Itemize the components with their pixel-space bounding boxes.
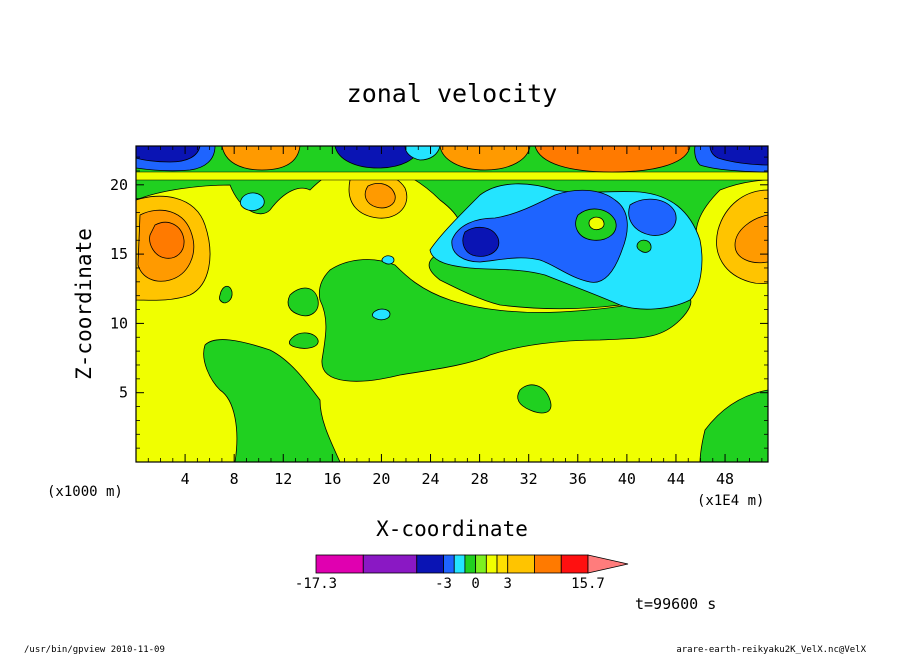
colorbar-segment (453, 554, 466, 574)
colorbar-tick-label: 3 (504, 576, 512, 592)
footer-right: arare-earth-reikyaku2K_VelX.nc@VelX (676, 645, 866, 654)
x-tick-label: 36 (569, 470, 587, 488)
contour-dark-blue-core (462, 226, 500, 257)
contour-cyan-blob-c (381, 255, 395, 265)
x-tick-label: 20 (372, 470, 390, 488)
x-tick-label: 32 (520, 470, 538, 488)
contour-cyan-blob-b (371, 308, 391, 321)
y-tick-label: 5 (119, 384, 128, 402)
y-unit-label: (x1000 m) (47, 484, 123, 500)
footer-left: /usr/bin/gpview 2010-11-09 (24, 645, 165, 654)
top-orange-c (534, 146, 691, 173)
top-orange-b (439, 146, 531, 171)
colorbar-segment (485, 554, 498, 574)
contour-green-blob-d (219, 285, 233, 304)
x-tick-label: 16 (323, 470, 341, 488)
colorbar-segment (534, 554, 562, 574)
contour-green-blob-c (517, 384, 552, 414)
contour-green-lake-center (318, 259, 692, 382)
x-unit-label: (x1E4 m) (697, 493, 764, 509)
x-tick-label: 28 (471, 470, 489, 488)
colorbar-segment (362, 554, 418, 574)
colorbar-tip (587, 554, 629, 574)
y-axis-label: Z-coordinate (72, 228, 96, 380)
colorbar-segment (416, 554, 444, 574)
colorbar-segment (496, 554, 509, 574)
colorbar-segment (507, 554, 535, 574)
plot-frame (135, 145, 769, 463)
colorbar-segment (464, 554, 477, 574)
x-tick-label: 8 (230, 470, 239, 488)
x-axis: 4 8 12 16 20 24 28 32 36 40 44 48 (147, 146, 763, 488)
x-tick-label: 44 (667, 470, 685, 488)
colorbar-min-label: -17.3 (295, 576, 337, 592)
colorbar-segment (475, 554, 487, 574)
top-layer-yellow (136, 171, 768, 181)
plot-area (136, 146, 768, 462)
top-darkblue-left (136, 146, 201, 163)
y-axis: 5 10 15 20 (110, 156, 768, 449)
y-tick-label: 10 (110, 314, 128, 332)
colorbar-segment (315, 554, 364, 574)
contour-center-orange-core (364, 183, 396, 209)
chart-title: zonal velocity (347, 79, 558, 108)
contour-green-dot (636, 239, 652, 253)
colorbar-max-label: 15.7 (571, 576, 605, 592)
x-tick-label: 40 (618, 470, 636, 488)
top-cyan-center (404, 146, 441, 161)
x-tick-label: 12 (274, 470, 292, 488)
contour-right-orange-core (734, 214, 768, 264)
top-orange-a (221, 146, 301, 171)
colorbar-segment (560, 554, 589, 574)
contour-cyan-blob-a (240, 192, 265, 211)
contour-green-blob-b (288, 332, 319, 349)
colorbar-segment (443, 554, 455, 574)
x-tick-label: 24 (421, 470, 439, 488)
x-axis-label: X-coordinate (376, 517, 528, 541)
colorbar-tick-label: -3 (435, 576, 452, 592)
time-label: t=99600 s (635, 595, 716, 613)
colorbar: -17.3 -3 0 3 15.7 (295, 554, 629, 592)
contour-yellow-island (588, 216, 605, 231)
x-tick-label: 48 (716, 470, 734, 488)
contour-green-blob-a (287, 287, 319, 317)
top-darkblue-right (709, 146, 768, 166)
x-tick-label: 4 (181, 470, 190, 488)
contour-left-orange-core (149, 221, 185, 259)
contour-blue-right (628, 198, 677, 236)
y-tick-label: 20 (110, 176, 128, 194)
y-tick-label: 15 (110, 245, 128, 263)
colorbar-tick-label: 0 (471, 576, 479, 592)
